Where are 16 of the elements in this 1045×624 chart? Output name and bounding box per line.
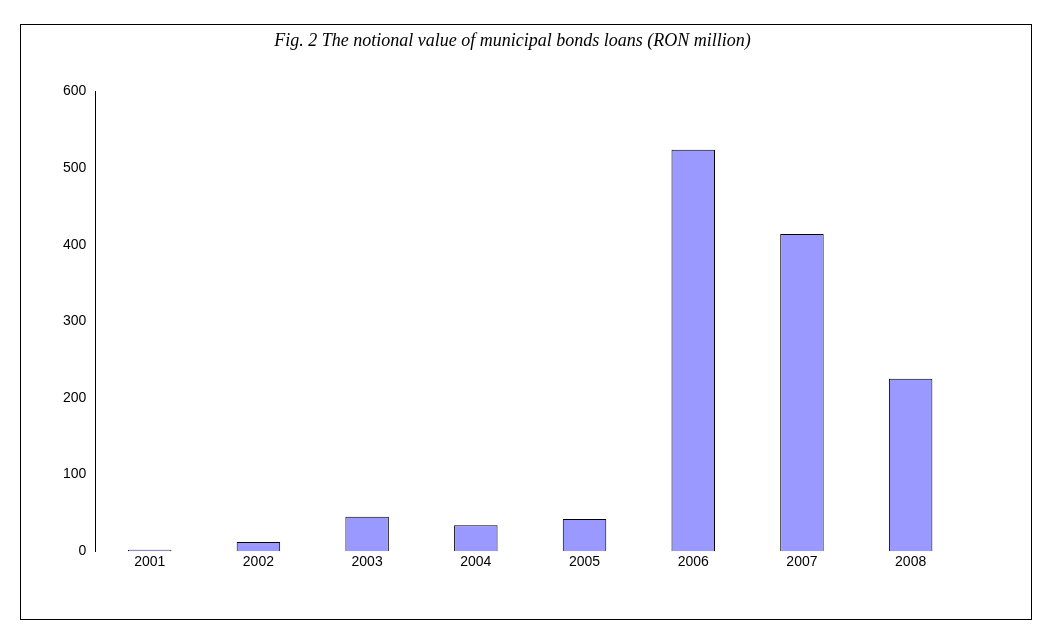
y-tick-label: 200 <box>63 388 87 405</box>
y-tick-label: 300 <box>63 312 87 329</box>
chart-title: Fig. 2 The notional value of municipal bonds loans (RON million) <box>273 29 751 51</box>
y-tick-label: 100 <box>63 465 87 482</box>
x-tick-label: 2006 <box>677 553 710 570</box>
y-tick-label: 600 <box>63 82 87 99</box>
y-tick-label: 500 <box>63 159 87 176</box>
x-tick-label: 2008 <box>895 553 927 570</box>
x-tick-label: 2001 <box>134 553 166 570</box>
x-tick-label: 2004 <box>460 553 492 570</box>
x-tick-label: 2005 <box>568 553 601 570</box>
y-tick-label: 0 <box>78 542 87 559</box>
x-tick-label: 2002 <box>242 553 275 570</box>
y-tick-label: 400 <box>63 235 87 252</box>
x-tick-label: 2003 <box>351 553 383 570</box>
x-tick-label: 2007 <box>786 553 818 570</box>
